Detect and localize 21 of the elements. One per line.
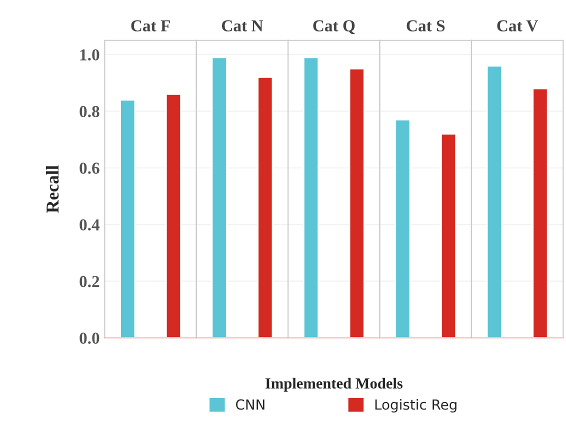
y-tick-label: 0.4 bbox=[80, 219, 100, 231]
x-tick-label: Cat Q bbox=[313, 20, 355, 34]
y-tick-label: 0.0 bbox=[80, 332, 100, 344]
bar bbox=[257, 76, 274, 338]
bar bbox=[165, 94, 182, 338]
legend-title: Implemented Models bbox=[266, 378, 403, 392]
bar bbox=[120, 99, 136, 338]
x-tick-label: Cat F bbox=[131, 20, 170, 32]
y-tick-label: 0.2 bbox=[80, 276, 100, 288]
y-axis-title: Recall bbox=[46, 165, 59, 213]
x-tick-label: Cat V bbox=[497, 20, 538, 32]
bar bbox=[486, 65, 502, 338]
bar bbox=[211, 56, 228, 338]
legend-label: CNN bbox=[236, 399, 264, 410]
legend-label: Logistic Reg bbox=[375, 399, 456, 412]
bar bbox=[532, 88, 548, 338]
y-tick-label: 1.0 bbox=[80, 49, 100, 61]
y-tick-label: 0.6 bbox=[80, 162, 100, 174]
x-tick-label: Cat S bbox=[406, 20, 445, 32]
x-tick-label: Cat N bbox=[222, 20, 264, 32]
y-tick-label: 0.8 bbox=[80, 106, 100, 118]
